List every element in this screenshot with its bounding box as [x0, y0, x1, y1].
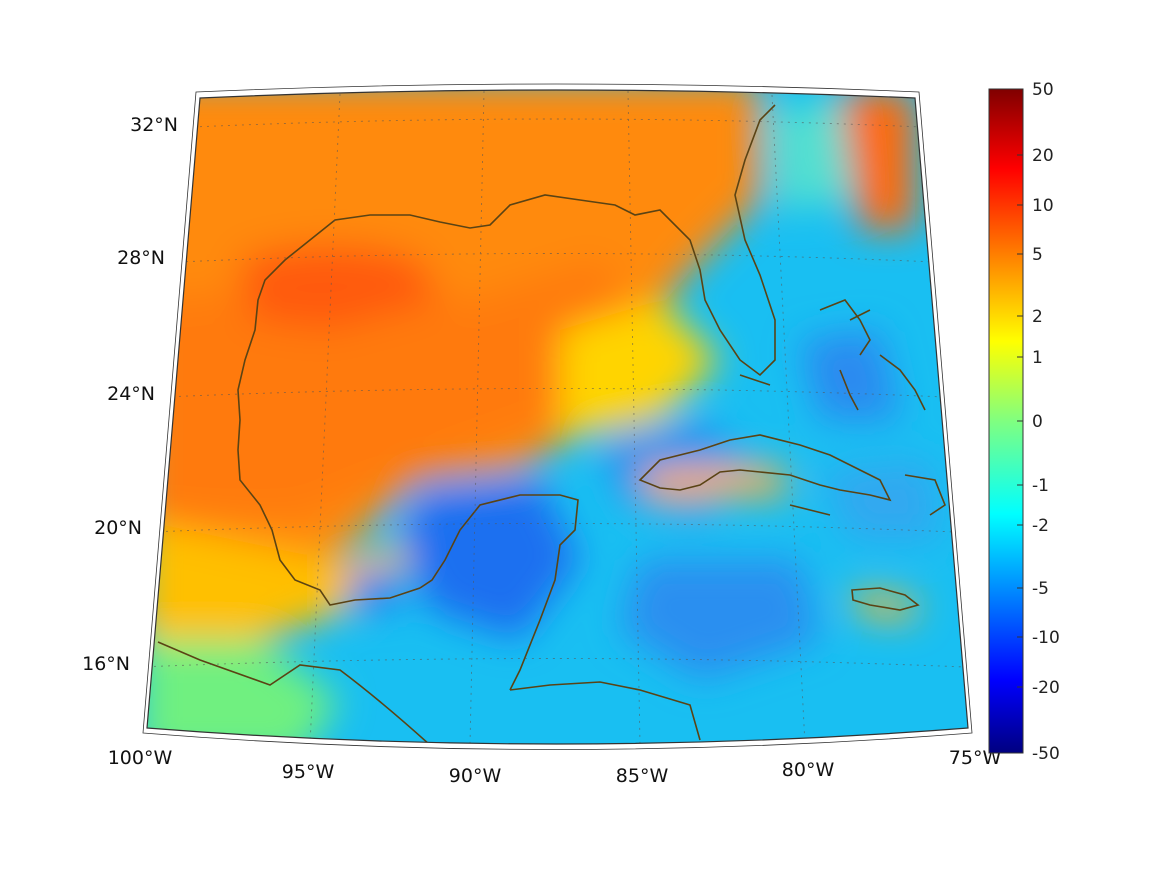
graticule — [147, 90, 966, 744]
colorbar-tick-label: -50 — [1032, 744, 1060, 764]
colorbar-tick-label: 1 — [1032, 348, 1043, 368]
colorbar-tick-label: 0 — [1032, 412, 1043, 432]
colorbar-tick-label: 50 — [1032, 80, 1054, 100]
colorbar-tick-label: -1 — [1032, 476, 1049, 496]
lat-label: 28°N — [117, 247, 165, 269]
colorbar: 50 20 10 5 2 1 0 -1 -2 -5 -10 -20 -50 — [988, 80, 1060, 764]
colorbar-ticks — [1017, 88, 1023, 754]
coastlines — [157, 104, 946, 744]
lat-label: 32°N — [130, 114, 178, 136]
lat-label: 16°N — [82, 653, 130, 675]
colorbar-tick-label: -20 — [1032, 678, 1060, 698]
colorbar-tick-label: 20 — [1032, 146, 1054, 166]
colorbar-tick-label: -5 — [1032, 579, 1049, 599]
lat-label: 20°N — [94, 517, 142, 539]
colorbar-tick-label: 5 — [1032, 245, 1043, 265]
longitude-labels: 100°W 95°W 90°W 85°W 80°W 75°W — [108, 747, 1002, 787]
colorbar-tick-label: 2 — [1032, 307, 1043, 327]
map-frame — [142, 83, 973, 750]
lon-label: 95°W — [282, 761, 335, 783]
colorbar-tick-label: -10 — [1032, 628, 1060, 648]
lat-label: 24°N — [107, 383, 155, 405]
colorbar-gradient — [988, 88, 1024, 754]
map-field — [147, 90, 968, 744]
colorbar-tick-label: -2 — [1032, 516, 1049, 536]
lon-label: 75°W — [949, 747, 1002, 769]
latitude-labels: 32°N 28°N 24°N 20°N 16°N — [82, 114, 178, 675]
lon-label: 85°W — [616, 765, 669, 787]
lon-label: 100°W — [108, 747, 173, 769]
lon-label: 90°W — [449, 765, 502, 787]
lon-label: 80°W — [782, 759, 835, 781]
colorbar-tick-label: 10 — [1032, 196, 1054, 216]
